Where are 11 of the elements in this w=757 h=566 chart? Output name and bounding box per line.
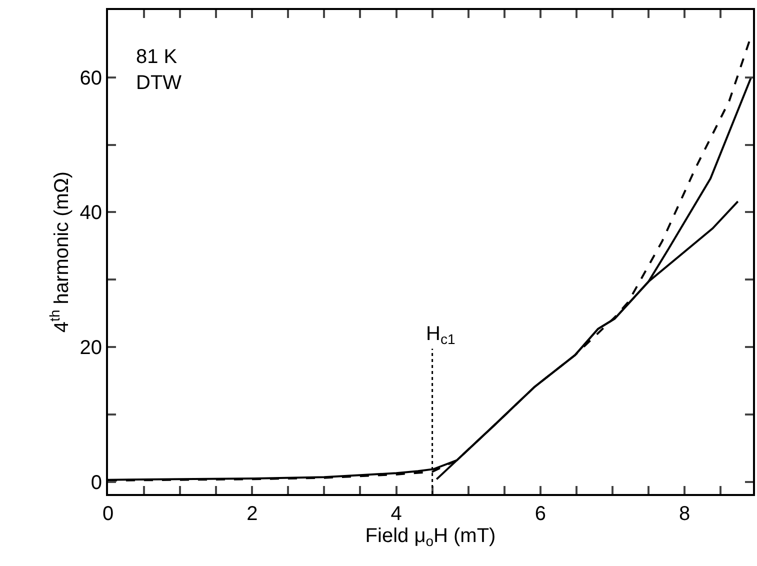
annotation: 81 K DTW <box>136 46 182 94</box>
x-axis-title: Field μ$_{o}$H (mT) <box>365 525 496 550</box>
x-tick-label: 6 <box>534 503 546 525</box>
y-tick-label: 40 <box>80 202 102 224</box>
y-tick-label: 60 <box>80 67 102 90</box>
x-tick-label: 4 <box>390 503 402 525</box>
ref-line-label: H$_{c1}$ <box>426 323 456 348</box>
y-tick-label: 20 <box>80 337 102 360</box>
x-tick-label: 8 <box>678 503 690 525</box>
y-tick-label: 0 <box>90 472 102 494</box>
x-tick-label: 2 <box>246 503 258 525</box>
